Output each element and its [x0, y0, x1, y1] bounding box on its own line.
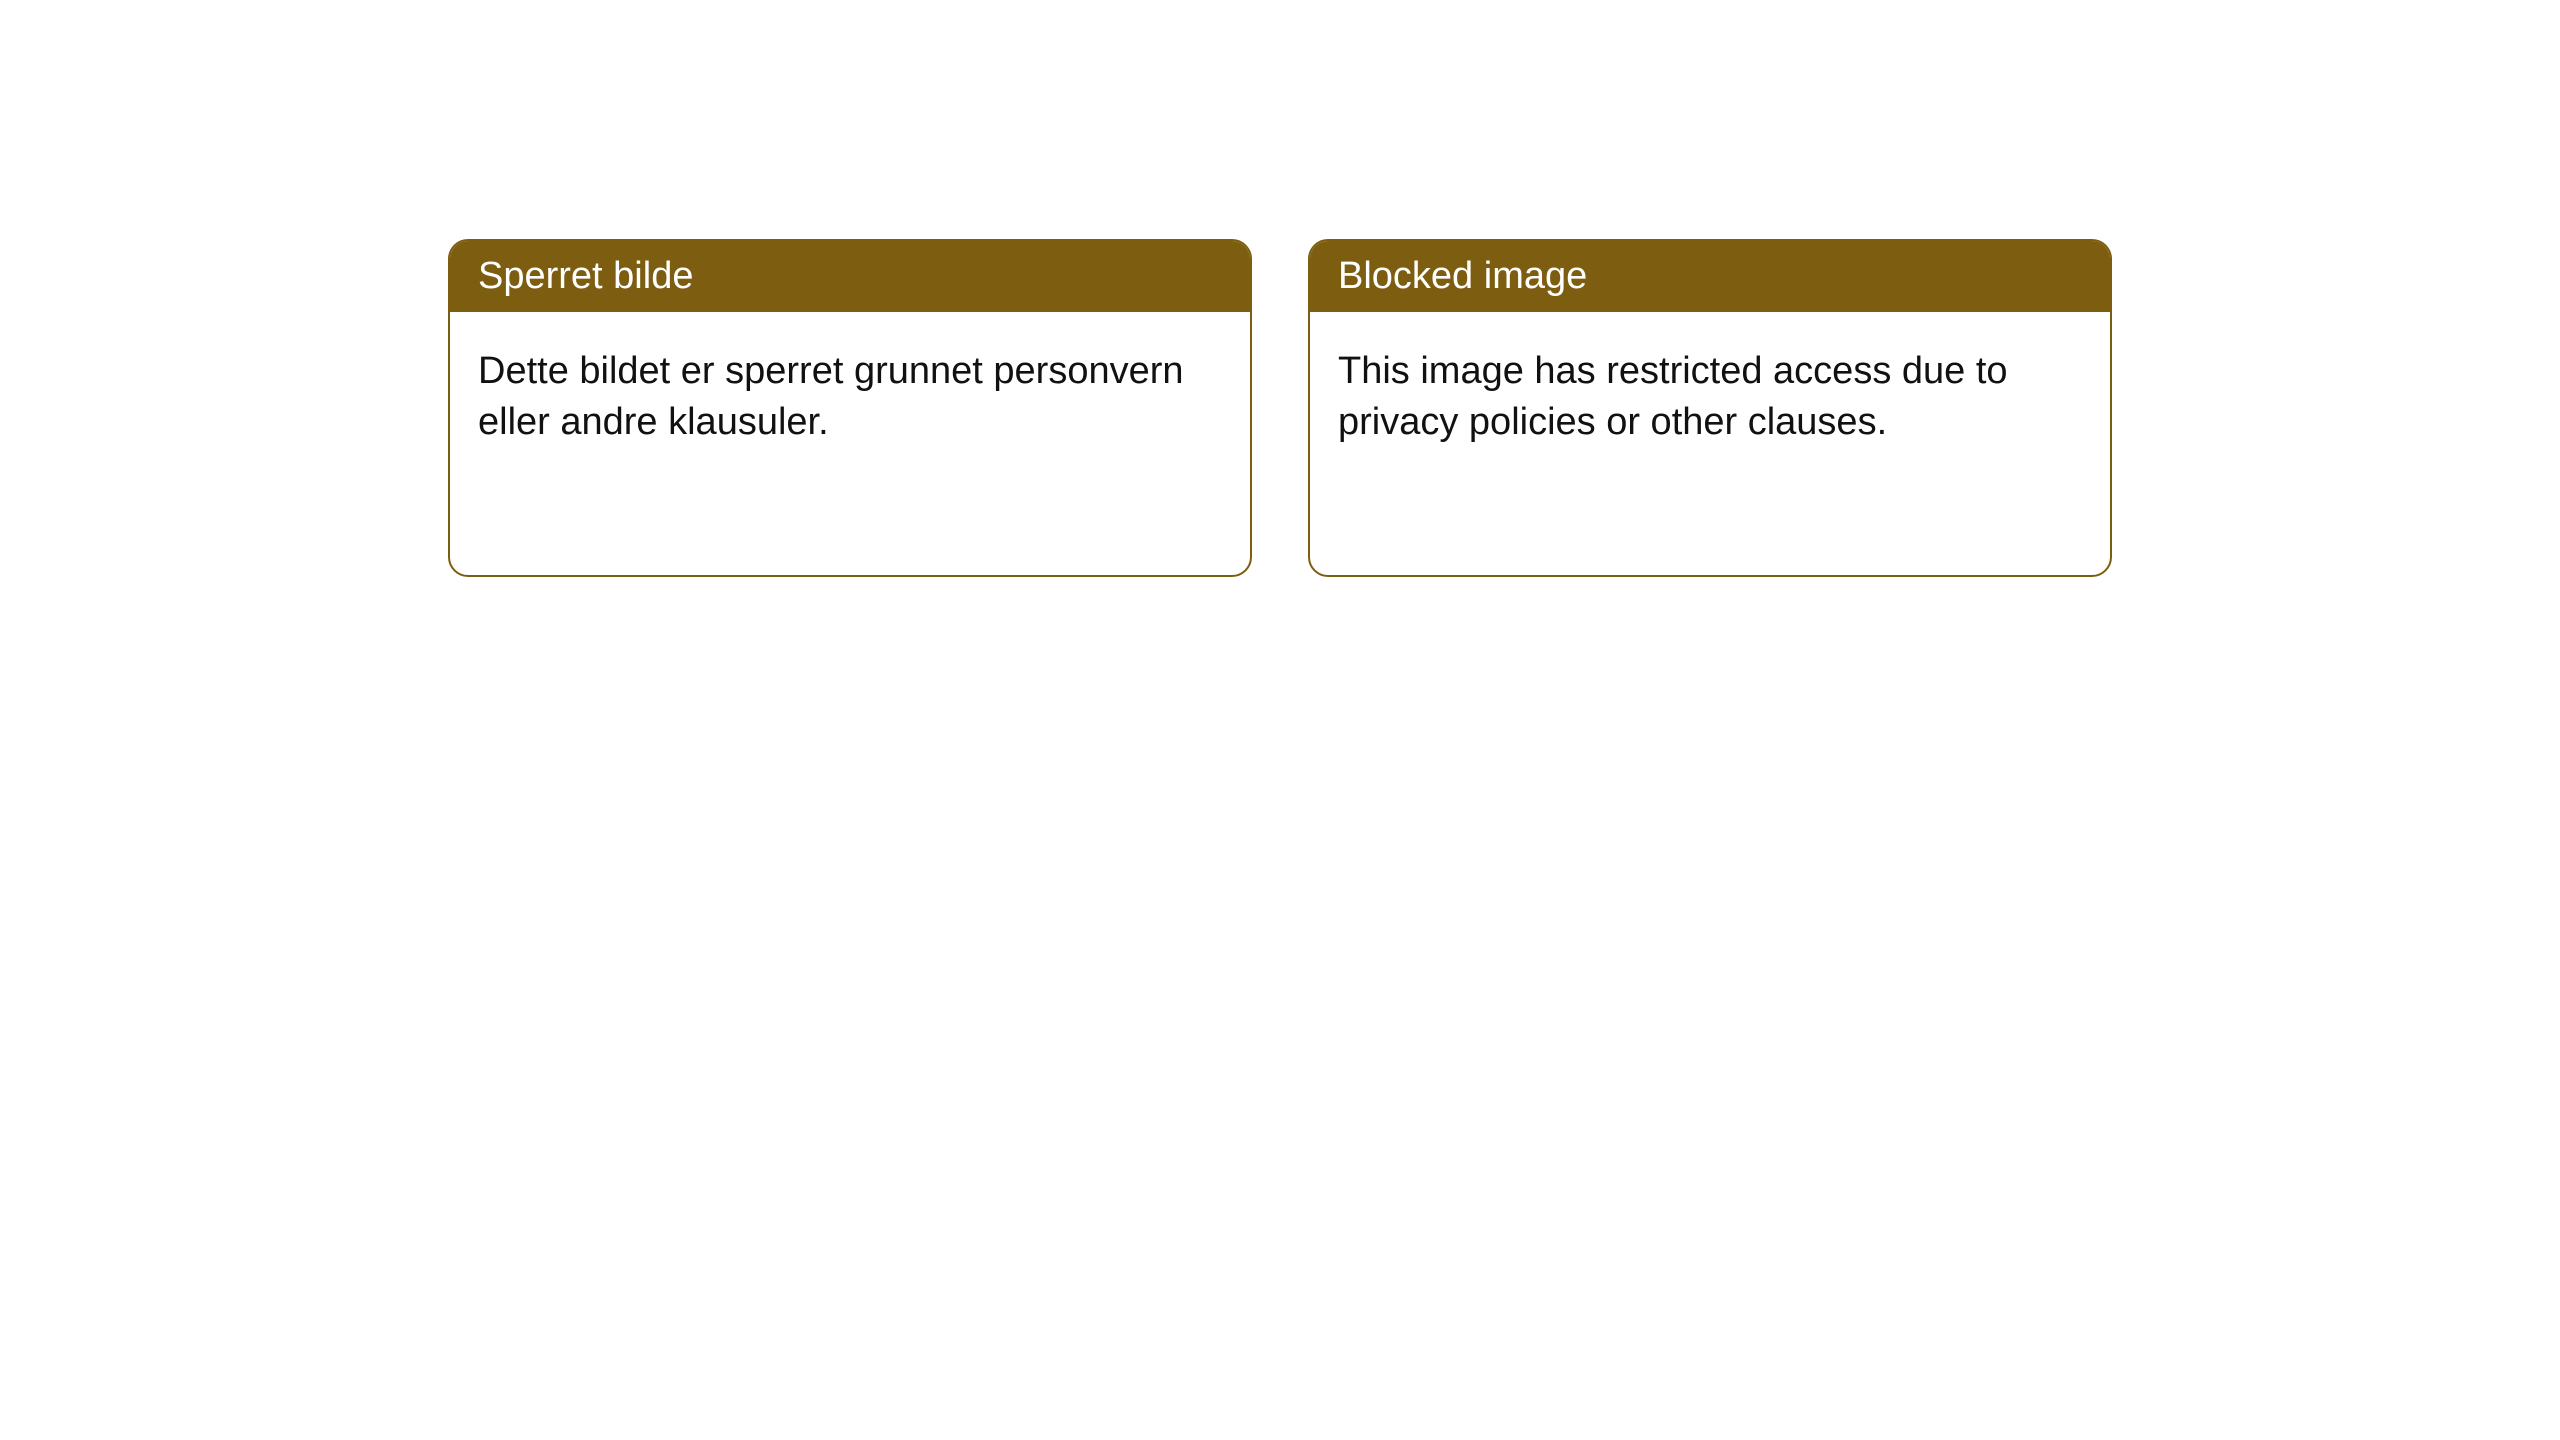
notice-container: Sperret bilde Dette bildet er sperret gr… — [448, 239, 2112, 577]
card-title-norwegian: Sperret bilde — [450, 241, 1250, 312]
notice-card-norwegian: Sperret bilde Dette bildet er sperret gr… — [448, 239, 1252, 577]
notice-card-english: Blocked image This image has restricted … — [1308, 239, 2112, 577]
card-body-norwegian: Dette bildet er sperret grunnet personve… — [450, 312, 1250, 483]
card-title-english: Blocked image — [1310, 241, 2110, 312]
card-body-english: This image has restricted access due to … — [1310, 312, 2110, 483]
